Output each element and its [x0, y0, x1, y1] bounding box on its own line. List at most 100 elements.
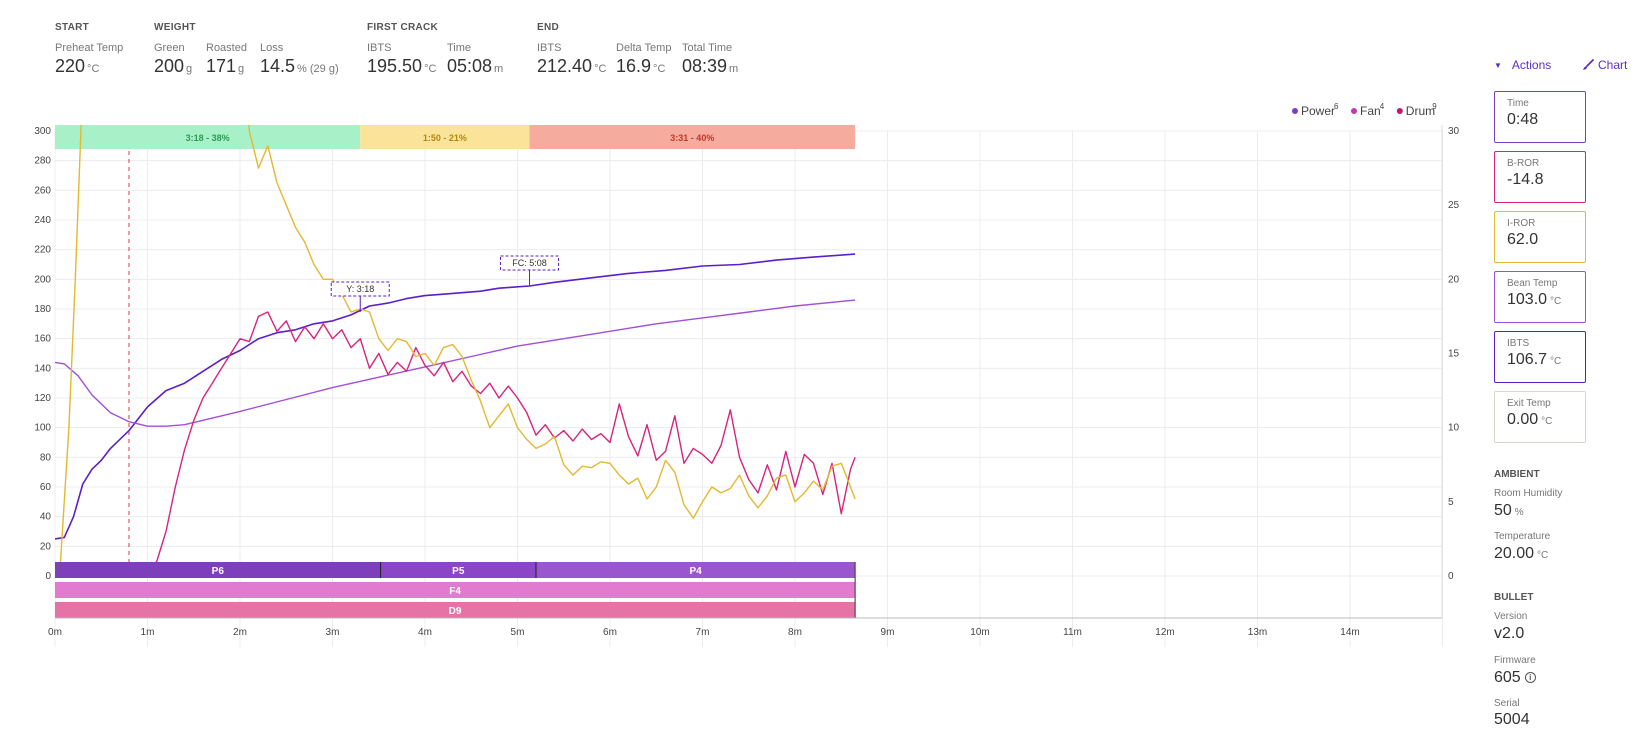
info-icon[interactable]: i [1524, 672, 1536, 683]
y-right-tick-label: 15 [1448, 349, 1460, 360]
x-tick-label: 14m [1340, 627, 1359, 638]
ambient-temp-value: 20.00 [1494, 545, 1535, 562]
exit-temp-card: Exit Temp 0.00 °C [1494, 391, 1586, 443]
bean-temp-card: Bean Temp 103.0 °C [1494, 271, 1586, 323]
y-left-tick-label: 120 [34, 393, 51, 404]
chart-grid [54, 130, 1443, 647]
phase-segment [360, 125, 530, 149]
bean-temp-card-label: Bean Temp [1507, 278, 1558, 289]
x-tick-label: 1m [141, 627, 155, 638]
legend-sup: 6 [1334, 102, 1339, 111]
y-left-tick-label: 220 [34, 245, 51, 256]
first-crack-title: FIRST CRACK [367, 22, 439, 33]
control-label: P6 [212, 566, 225, 577]
ibts-card-value: 106.7 [1507, 351, 1548, 368]
x-tick-label: 2m [233, 627, 247, 638]
preheat-stat: Preheat Temp 220 °C [55, 42, 123, 77]
legend-item-fan[interactable]: Fan 4 [1351, 102, 1385, 118]
y-right-tick-label: 5 [1448, 497, 1454, 508]
control-band-p6 [55, 562, 381, 578]
loss-stat: Loss 14.5% (29 g) [260, 42, 339, 77]
series-line-ibts [55, 253, 856, 540]
y-left-tick-label: 20 [40, 541, 52, 552]
roast-summary: START Preheat Temp 220 °C WEIGHT Green 20… [55, 20, 1355, 80]
chart-button[interactable]: Chart [1582, 58, 1627, 72]
y-left-tick-label: 40 [40, 512, 52, 523]
roasted-value: 171 [206, 56, 237, 76]
ambient-title: AMBIENT [1494, 469, 1540, 480]
green-stat: Green 200 g [154, 42, 192, 77]
preheat-unit: °C [87, 63, 100, 75]
fc-time-value: 05:08 [447, 56, 493, 76]
series-line-b-ror [146, 311, 856, 577]
ambient-temp-unit: °C [1537, 550, 1549, 561]
fc-ibts-value: 195.50 [367, 56, 423, 76]
y-left-tick-label: 160 [34, 334, 51, 345]
total-time-label: Total Time [682, 42, 733, 54]
brush-icon [1583, 59, 1594, 70]
y-right-tick-label: 30 [1448, 126, 1460, 137]
x-tick-label: 8m [788, 627, 802, 638]
x-tick-label: 4m [418, 627, 432, 638]
y-left-tick-label: 180 [34, 304, 51, 315]
end-ibts-stat: IBTS 212.40 °C [537, 42, 606, 77]
x-tick-label: 6m [603, 627, 617, 638]
delta-stat: Delta Temp 16.9 °C [616, 42, 671, 77]
roasted-unit: g [238, 63, 245, 75]
ambient-temp-label: Temperature [1494, 531, 1551, 542]
delta-value: 16.9 [616, 56, 652, 76]
end-ibts-label: IBTS [537, 42, 562, 54]
loss-unit: % (29 g) [297, 63, 339, 75]
firmware-label: Firmware [1494, 655, 1536, 666]
phase-label: 3:18 - 38% [186, 133, 230, 143]
legend-sup: 4 [1380, 102, 1385, 111]
chart-axes: 0204060801001201401601802002202402602803… [34, 125, 1460, 638]
legend-label: Power [1301, 104, 1335, 118]
serial-label: Serial [1494, 698, 1520, 709]
legend-dot [1292, 108, 1298, 114]
actions-button[interactable]: ▼ Actions [1494, 58, 1551, 72]
annotation-label: FC: 5:08 [512, 258, 547, 268]
legend-label: Drum [1406, 104, 1435, 118]
y-left-tick-label: 140 [34, 363, 51, 374]
phase-segment [529, 125, 856, 149]
control-label: F4 [449, 586, 461, 597]
exit-temp-card-value: 0.00 [1507, 411, 1539, 428]
roasted-stat: Roasted 171 g [206, 42, 247, 77]
annotation-box [330, 281, 390, 297]
firmware-value: 605 [1494, 669, 1521, 686]
roast-chart[interactable]: 3:18 - 38% 1:50 - 21% 3:31 - 40% Y: 3:18 FC… [0, 92, 1480, 672]
legend-sup: 9 [1432, 102, 1437, 111]
end-ibts-unit: °C [594, 63, 607, 75]
control-band-p4 [536, 562, 856, 578]
y-left-tick-label: 300 [34, 126, 51, 137]
humidity-label: Room Humidity [1494, 488, 1563, 499]
control-band-d9 [55, 602, 856, 618]
x-tick-label: 7m [696, 627, 710, 638]
x-tick-label: 0m [48, 627, 62, 638]
legend-dot [1396, 108, 1403, 114]
x-tick-label: 12m [1155, 627, 1174, 638]
total-time-unit: m [729, 63, 739, 75]
version-value: v2.0 [1494, 625, 1525, 642]
x-tick-label: 13m [1248, 627, 1267, 638]
bullet-title: BULLET [1494, 592, 1534, 603]
loss-value: 14.5 [260, 56, 296, 76]
iror-card: I-ROR 62.0 [1494, 211, 1586, 263]
chart-label: Chart [1598, 58, 1628, 72]
total-time-value: 08:39 [682, 56, 728, 76]
y-left-tick-label: 100 [34, 423, 51, 434]
loss-label: Loss [260, 42, 284, 54]
time-card: Time 0:48 [1494, 91, 1586, 143]
annotation-box [500, 255, 560, 271]
series-line-i-ror [58, 125, 856, 577]
series-line-bean-temp [55, 299, 856, 427]
x-tick-label: 11m [1063, 627, 1082, 638]
green-value: 200 [154, 56, 185, 76]
phase-label: 3:31 - 40% [670, 133, 714, 143]
legend-label: Fan [1360, 104, 1381, 118]
green-label: Green [154, 42, 185, 54]
